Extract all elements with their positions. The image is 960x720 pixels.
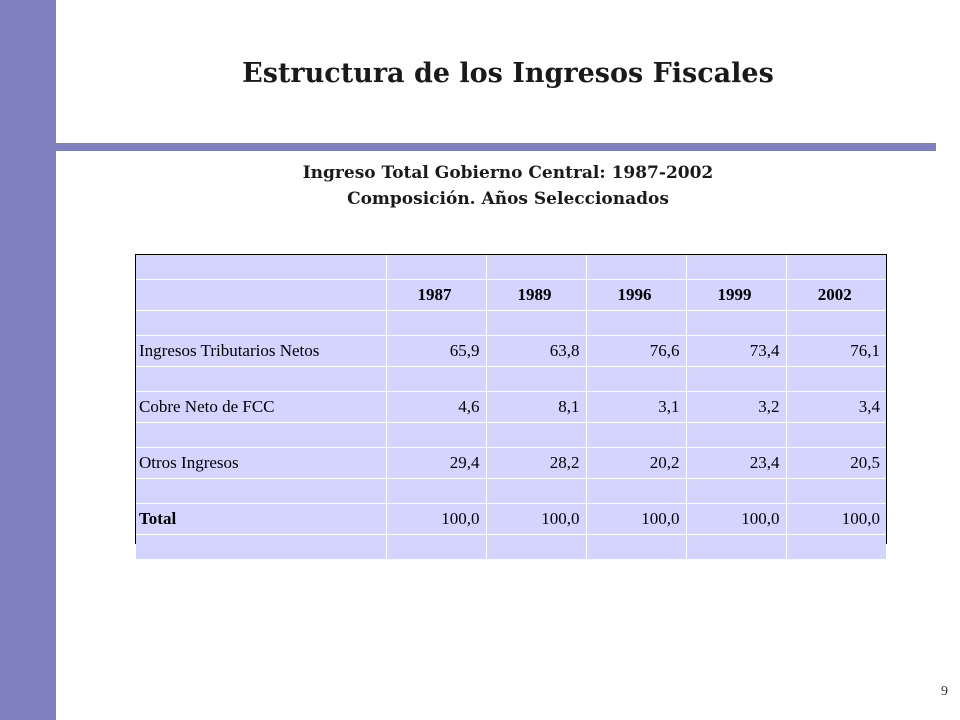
year-header: 2002 [786,279,886,311]
total-row: Total 100,0 100,0 100,0 100,0 100,0 [136,503,886,535]
total-value: 100,0 [486,503,587,535]
cell-value: 63,8 [486,335,587,367]
slide-title: Estructura de los Ingresos Fiscales [242,58,774,89]
spacer-row [136,478,886,504]
cell-value: 28,2 [486,447,587,479]
spacer-row [136,534,886,559]
caption-line-1: Ingreso Total Gobierno Central: 1987-200… [302,163,714,183]
spacer-row [136,255,886,280]
cell-value: 23,4 [686,447,787,479]
caption-line-2: Composición. Años Seleccionados [347,189,669,209]
cell-value: 76,6 [586,335,687,367]
cell-value: 73,4 [686,335,787,367]
cell-value: 29,4 [386,447,487,479]
left-accent-bar [0,0,56,720]
header-label-cell [136,279,387,311]
row-label: Ingresos Tributarios Netos [136,335,387,367]
table-row: Ingresos Tributarios Netos 65,9 63,8 76,… [136,335,886,367]
cell-value: 20,2 [586,447,687,479]
cell-value: 3,4 [786,391,886,423]
revenue-table: 1987 1989 1996 1999 2002 Ingresos Tribut… [135,254,887,559]
header-row: 1987 1989 1996 1999 2002 [136,279,886,311]
cell-value: 20,5 [786,447,886,479]
total-value: 100,0 [586,503,687,535]
cell-value: 3,2 [686,391,787,423]
year-header: 1987 [386,279,487,311]
row-label: Cobre Neto de FCC [136,391,387,423]
spacer-row [136,366,886,392]
year-header: 1999 [686,279,787,311]
cell-value: 76,1 [786,335,886,367]
year-header: 1989 [486,279,587,311]
revenue-table-grid: 1987 1989 1996 1999 2002 Ingresos Tribut… [136,255,886,559]
title-divider [32,143,936,151]
cell-value: 3,1 [586,391,687,423]
spacer-row [136,422,886,448]
table-row: Cobre Neto de FCC 4,6 8,1 3,1 3,2 3,4 [136,391,886,423]
year-header: 1996 [586,279,687,311]
cell-value: 4,6 [386,391,487,423]
cell-value: 65,9 [386,335,487,367]
total-value: 100,0 [386,503,487,535]
page-number: 9 [941,684,948,699]
spacer-row [136,310,886,336]
row-label: Otros Ingresos [136,447,387,479]
cell-value: 8,1 [486,391,587,423]
total-label: Total [136,503,387,535]
total-value: 100,0 [686,503,787,535]
table-row: Otros Ingresos 29,4 28,2 20,2 23,4 20,5 [136,447,886,479]
table-caption: Ingreso Total Gobierno Central: 1987-200… [56,160,960,212]
total-value: 100,0 [786,503,886,535]
